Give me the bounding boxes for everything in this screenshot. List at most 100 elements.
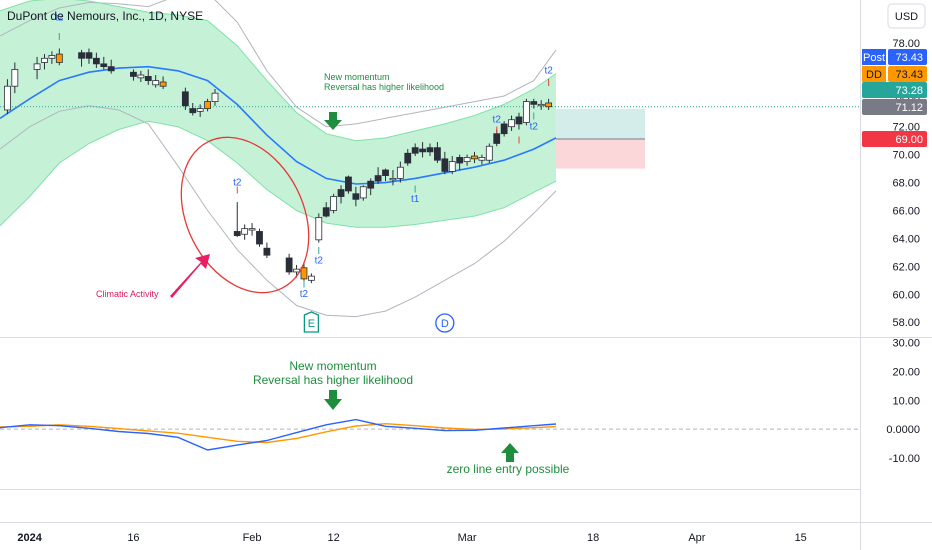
dividend-badge-shape <box>435 313 455 333</box>
candle <box>545 98 553 110</box>
arrow-down-icon <box>324 112 342 130</box>
candle-body <box>248 228 256 231</box>
top-annotation: New momentum Reversal has higher likelih… <box>324 72 444 130</box>
candle <box>434 142 441 164</box>
candle-body <box>85 52 93 59</box>
dividend-badge-letter: D <box>441 318 449 330</box>
candle-body <box>211 92 219 102</box>
time-tick: 12 <box>327 532 339 544</box>
time-axis[interactable]: 2024 16 Feb 12 Mar 18 Apr 15 <box>17 532 806 544</box>
signal-label: I <box>518 135 521 146</box>
price-tag-label: DD <box>866 69 882 81</box>
price-tag-value-bg <box>862 131 927 147</box>
candle-body <box>426 147 434 153</box>
candle <box>530 98 538 109</box>
candle-body <box>500 123 508 135</box>
candle <box>100 56 108 70</box>
signal-label: I <box>495 126 498 137</box>
candle-body <box>300 267 308 280</box>
price-tag-value-bg <box>862 99 927 115</box>
candle-body <box>434 147 441 161</box>
outer-upper-line <box>0 0 557 128</box>
candle-body <box>345 176 352 192</box>
candle <box>241 224 249 240</box>
signal-label: t2 <box>55 13 64 24</box>
climatic-text: Climatic Activity <box>96 289 159 299</box>
candle <box>263 242 271 258</box>
candle-body <box>144 76 152 82</box>
candles <box>4 48 553 284</box>
candle <box>478 154 486 165</box>
price-tag-label-bg <box>862 66 886 82</box>
candle <box>48 51 56 64</box>
candle <box>152 75 160 88</box>
oscillator-tick: 20.00 <box>892 366 920 378</box>
signal-label: I <box>303 279 306 290</box>
candle <box>352 186 360 207</box>
candle-body <box>508 119 515 128</box>
candle-body <box>419 148 426 153</box>
candle-body <box>478 157 486 161</box>
time-tick: 18 <box>587 532 599 544</box>
candle <box>396 161 404 183</box>
candle <box>159 76 167 89</box>
candle-body <box>233 231 241 237</box>
candle <box>522 98 530 126</box>
candle <box>181 87 189 110</box>
candle <box>78 49 85 67</box>
top-note-line1: New momentum <box>324 72 390 82</box>
candle-body <box>55 53 63 63</box>
band-upper-line <box>0 0 557 142</box>
candle <box>233 202 241 238</box>
oscillator-pane <box>0 418 860 451</box>
trade-zone <box>556 108 645 169</box>
signal-label: I <box>236 186 239 197</box>
candle-body <box>322 207 330 217</box>
candle-body <box>545 102 553 108</box>
dividend-badge: D <box>435 313 455 333</box>
candle <box>300 263 308 282</box>
price-tick: 70.00 <box>892 150 920 162</box>
candle <box>337 185 345 204</box>
candle-body <box>530 101 538 105</box>
candle <box>285 253 293 275</box>
candle <box>463 154 471 166</box>
candle-body <box>315 217 323 241</box>
candle-body <box>463 157 471 163</box>
oscillator-tick: 0.0000 <box>886 424 920 436</box>
signal-label: t2 <box>315 256 324 267</box>
profit-zone <box>556 108 645 139</box>
candle <box>359 185 367 201</box>
candle <box>92 52 100 69</box>
candle <box>322 202 330 218</box>
band-lower-line <box>0 120 557 228</box>
price-tick: 68.00 <box>892 178 920 190</box>
signal-label: I <box>317 246 320 257</box>
signal-label: t2 <box>493 115 502 126</box>
candle-body <box>285 257 293 273</box>
signal-label: t2 <box>300 289 309 300</box>
candle-body <box>404 152 412 164</box>
oscillator-signal-line <box>0 422 557 444</box>
candle-body <box>367 180 375 189</box>
candle-body <box>389 177 397 181</box>
candle-body <box>152 80 160 86</box>
candle <box>4 79 11 115</box>
candle-body <box>107 66 115 72</box>
signal-label: t2 <box>530 122 539 133</box>
climatic-ellipse <box>180 136 310 294</box>
candle-body <box>374 175 382 182</box>
candle <box>419 142 426 158</box>
price-tick: 64.00 <box>892 233 920 245</box>
candle <box>211 89 219 106</box>
candle <box>189 102 197 116</box>
loss-zone <box>556 138 645 169</box>
candle-body <box>456 157 464 164</box>
candle <box>389 170 397 186</box>
signal-label: t1 <box>411 194 420 205</box>
currency-button[interactable]: USD <box>887 3 926 29</box>
oscillator-axis[interactable]: 30.00 20.00 10.00 0.0000 -10.00 <box>886 337 920 465</box>
candle <box>471 151 478 164</box>
